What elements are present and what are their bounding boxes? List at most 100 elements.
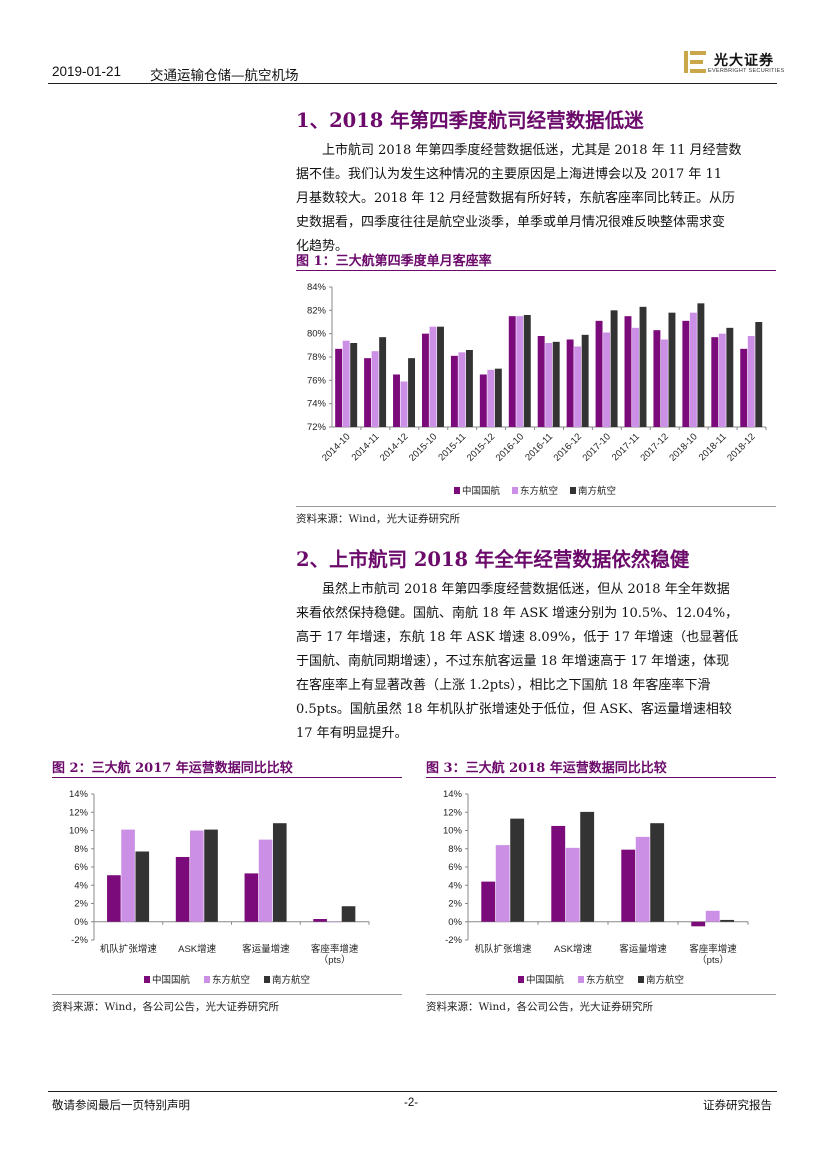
- bar: [720, 919, 735, 922]
- bar: [408, 358, 416, 427]
- bar: [726, 327, 734, 427]
- bar: [580, 811, 595, 922]
- bar: [697, 303, 705, 427]
- section-1-paragraph: 上市航司 2018 年第四季度经营数据低迷，尤其是 2018 年 11 月经营数…: [296, 139, 776, 259]
- bar: [705, 910, 720, 922]
- everbright-logo-icon: [684, 51, 706, 73]
- section-2-text-line: 于国航、南航同期增速），不过东航客运量 18 年增速高于 17 年增速，体现: [296, 654, 730, 669]
- bar: [479, 374, 487, 427]
- bar: [603, 332, 611, 427]
- bar: [632, 327, 639, 427]
- footer-report-type: 证券研究报告: [703, 1098, 772, 1112]
- y-tick-label: 8%: [448, 844, 462, 855]
- bar: [342, 340, 350, 427]
- bar: [487, 369, 495, 427]
- bar: [458, 352, 466, 427]
- bar: [429, 326, 437, 427]
- y-tick-label: 4%: [74, 880, 88, 891]
- legend-swatch: [454, 487, 460, 494]
- bar: [371, 351, 379, 427]
- bar: [175, 856, 190, 922]
- figure-1-top-rule: [296, 270, 776, 271]
- bar: [566, 339, 574, 427]
- x-category-label: 2017-11: [610, 431, 642, 463]
- bar: [624, 316, 632, 427]
- y-tick-label: 10%: [69, 826, 89, 837]
- legend-swatch: [638, 976, 644, 983]
- figure-3-bottom-rule: [426, 994, 776, 995]
- section-1-title: 1、2018 年第四季度航司经营数据低迷: [296, 109, 644, 132]
- bar: [545, 343, 553, 427]
- y-tick-label: 0%: [74, 917, 88, 928]
- bar: [660, 339, 668, 427]
- y-tick-label: 78%: [307, 352, 327, 363]
- x-category-label: ASK增速: [554, 943, 593, 955]
- x-category-label: 客运量增速: [242, 943, 290, 955]
- figure-1-bottom-rule: [296, 506, 776, 507]
- x-category-label: （pts）: [697, 954, 729, 966]
- page-number: -2-: [404, 1097, 419, 1109]
- figure-2-title: 图 2：三大航 2017 年运营数据同比比较: [52, 761, 293, 776]
- y-tick-label: 14%: [69, 789, 89, 800]
- bar: [595, 320, 603, 427]
- bar: [551, 825, 566, 922]
- bar: [350, 343, 358, 427]
- bar: [621, 849, 636, 922]
- x-category-label: 机队扩张增速: [474, 943, 532, 955]
- legend-label: 中国国航: [526, 974, 565, 986]
- x-category-label: （pts）: [319, 954, 351, 966]
- x-category-label: 2016-11: [523, 431, 555, 463]
- bar: [610, 310, 618, 427]
- bar: [327, 921, 342, 923]
- x-category-label: 客座率增速: [311, 943, 359, 955]
- bar: [653, 330, 661, 427]
- legend-swatch: [144, 976, 150, 983]
- section-2-title: 2、上市航司 2018 年全年经营数据依然稳健: [296, 548, 690, 571]
- figure-2-chart: -2% 0% 2% 4% 6% 8% 10% 12% 14% 机队扩张增速 ASK增速 客运量增速 客座…: [69, 789, 370, 986]
- section-2-text-line: 0.5pts。国航虽然 18 年机队扩张增速处于低位，但 ASK、客运量增速相较: [296, 702, 732, 717]
- section-1-text-line: 史数据看，四季度往往是航空业淡季，单季或单月情况很难反映整体需求变: [296, 215, 726, 230]
- bar: [668, 312, 676, 427]
- bar: [379, 337, 387, 427]
- bar: [565, 847, 580, 922]
- y-tick-label: -2%: [445, 935, 462, 946]
- legend-label: 东方航空: [586, 974, 624, 986]
- bar: [481, 881, 496, 922]
- bar: [508, 316, 516, 427]
- x-category-label: 2014-10: [320, 431, 352, 463]
- x-category-label: 2016-12: [552, 431, 584, 463]
- bar: [639, 306, 647, 427]
- bar: [393, 374, 400, 427]
- x-category-label: 2018-10: [667, 431, 699, 463]
- header-divider: [48, 83, 777, 84]
- y-tick-label: 74%: [307, 399, 327, 410]
- x-category-label: 2015-10: [407, 431, 439, 463]
- figure-1-chart: 72% 74% 76% 78% 80% 82% 84% 2014-102014-112014-…: [307, 282, 767, 497]
- x-category-label: 客运量增速: [619, 943, 667, 955]
- x-category-label: 机队扩张增速: [100, 943, 158, 955]
- figure-3-source: 资料来源：Wind，各公司公告，光大证券研究所: [426, 1001, 653, 1013]
- figure-2-source: 资料来源：Wind，各公司公告，光大证券研究所: [52, 1001, 279, 1013]
- report-date: 2019-01-21: [52, 64, 122, 79]
- y-tick-label: 6%: [74, 862, 88, 873]
- bar: [335, 348, 343, 427]
- bar: [755, 322, 763, 427]
- y-tick-label: 6%: [448, 862, 462, 873]
- x-category-label: 2014-11: [350, 431, 382, 463]
- bar: [650, 823, 665, 922]
- y-tick-label: 84%: [307, 282, 327, 293]
- bar: [691, 921, 706, 927]
- legend-label: 东方航空: [212, 974, 250, 986]
- x-category-label: 2016-10: [494, 431, 526, 463]
- y-tick-label: 2%: [74, 899, 88, 910]
- figure-1-title: 图 1：三大航第四季度单月客座率: [296, 254, 492, 269]
- y-tick-label: 12%: [443, 807, 463, 818]
- y-tick-label: 0%: [448, 917, 462, 928]
- bar: [341, 906, 356, 922]
- section-2-text-line: 在客座率上有显著改善（上涨 1.2pts），相比之下国航 18 年客座率下滑: [296, 678, 711, 693]
- x-category-label: 2018-12: [725, 431, 757, 463]
- bar: [510, 818, 525, 922]
- x-category-label: 2017-12: [638, 431, 670, 463]
- bar: [494, 368, 502, 427]
- bar: [121, 829, 135, 922]
